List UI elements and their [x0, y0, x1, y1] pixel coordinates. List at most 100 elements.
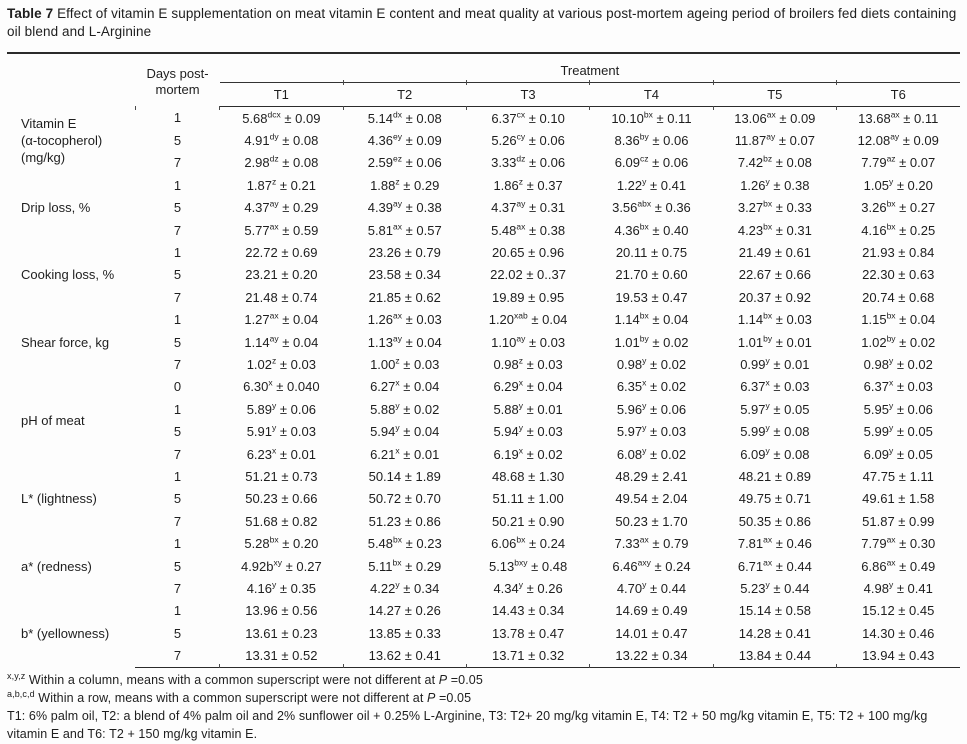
value-cell: 1.22y ± 0.41 [616, 176, 687, 193]
value-cell: 6.37x ± 0.03 [740, 378, 810, 395]
value-cell: 7.79az ± 0.07 [861, 154, 936, 171]
days-header-line1: Days post- [146, 66, 209, 82]
value-cell: 6.35x ± 0.02 [616, 378, 687, 395]
value-cell: 5.23y ± 0.44 [740, 579, 810, 596]
day-cell: 7 [173, 513, 182, 529]
value-cell: 1.87z ± 0.21 [246, 176, 316, 193]
table-row: L* (lightness) 1 51.21 ± 0.73 50.14 ± 1.89 4… [7, 465, 960, 506]
value-cell: 13.94 ± 0.43 [836, 644, 960, 668]
days-header-line2: mortem [155, 82, 200, 98]
value-cell: 13.61 ± 0.23 [245, 625, 318, 641]
day-cell: 1 [173, 245, 182, 261]
value-cell: 5.88y ± 0.01 [493, 400, 563, 417]
value-cell: 1.15bx ± 0.04 [861, 310, 936, 328]
value-cell: 13.84 ± 0.44 [712, 644, 837, 668]
value-cell: 13.78 ± 0.47 [491, 625, 565, 641]
value-cell: 1.14bx ± 0.04 [614, 310, 689, 328]
table-row: 7 4.16y ± 0.35 4.22y ± 0.34 4.34y ± 0.26 4.7… [7, 577, 960, 599]
value-cell: 13.68ax ± 0.11 [836, 105, 960, 130]
value-cell: 23.26 ± 0.79 [368, 245, 441, 261]
value-cell: 5.94y ± 0.03 [493, 422, 563, 440]
value-cell: 4.92bxy ± 0.27 [240, 557, 322, 574]
table-row: b* (yellowness) 1 13.96 ± 0.56 14.27 ± 0.26… [7, 600, 960, 641]
value-cell: 5.97y ± 0.05 [740, 400, 810, 417]
value-cell: 48.29 ± 2.41 [615, 468, 688, 484]
value-cell: 5.96y ± 0.06 [616, 400, 687, 417]
treatment-columns-row: T1 T2 T3 T4 T5 T6 [7, 79, 960, 107]
value-cell: 6.86ax ± 0.49 [861, 557, 936, 574]
table-row: 7 5.77ax ± 0.59 5.81ax ± 0.57 5.48ax ± 0.38… [7, 219, 960, 241]
parameter-label: Shear force, kg [21, 334, 110, 350]
value-cell: 7.79ax ± 0.30 [861, 534, 936, 552]
table-row: 5 50.23 ± 0.66 50.72 ± 0.70 51.11 ± 1.00 49.… [7, 488, 960, 510]
day-cell: 5 [173, 558, 182, 574]
parameter-label: Cooking loss, % [21, 267, 115, 283]
value-cell: 12.08ay ± 0.09 [857, 131, 939, 149]
value-cell: 13.71 ± 0.32 [465, 644, 590, 668]
value-cell: 10.10bx ± 0.11 [589, 105, 713, 130]
footnote-sup-xyz: x,y,z [7, 670, 26, 681]
value-cell: 20.74 ± 0.68 [862, 289, 935, 305]
day-cell: 5 [173, 200, 182, 216]
column-header-t6: T6 [836, 79, 960, 107]
value-cell: 6.09y ± 0.08 [740, 445, 810, 462]
value-cell: 5.95y ± 0.06 [863, 400, 933, 417]
value-cell: 6.23x ± 0.01 [246, 445, 316, 462]
footnotes: x,y,z Within a column, means with a comm… [7, 671, 959, 744]
value-cell: 13.22 ± 0.34 [589, 644, 714, 668]
value-cell: 14.30 ± 0.46 [862, 625, 935, 641]
value-cell: 1.01by ± 0.02 [614, 333, 689, 350]
value-cell: 20.65 ± 0.96 [491, 245, 565, 261]
day-cell: 7 [173, 356, 182, 372]
value-cell: 4.70y ± 0.44 [616, 579, 687, 596]
value-cell: 8.36by ± 0.06 [614, 131, 689, 149]
value-cell: 14.27 ± 0.26 [368, 603, 441, 619]
value-cell: 5.99y ± 0.05 [863, 422, 933, 440]
value-cell: 21.70 ± 0.60 [615, 267, 688, 283]
value-cell: 1.01by ± 0.01 [737, 333, 812, 350]
value-cell: 1.02by ± 0.02 [861, 333, 936, 350]
table-row: 7 21.48 ± 0.74 21.85 ± 0.62 19.89 ± 0.95 19.… [7, 286, 960, 308]
value-cell: 21.85 ± 0.62 [368, 289, 441, 305]
value-cell: 13.06ax ± 0.09 [712, 105, 836, 130]
day-cell: 1 [173, 536, 182, 552]
column-header-t3: T3 [465, 79, 590, 107]
value-cell: 4.39ay ± 0.38 [367, 198, 442, 216]
day-cell: 7 [173, 446, 182, 462]
value-cell: 5.81ax ± 0.57 [367, 221, 442, 238]
value-cell: 22.02 ± 0..37 [490, 267, 566, 283]
footnote-column-superscripts: x,y,z Within a column, means with a comm… [7, 671, 959, 689]
results-table-body: Vitamin E (α-tocopherol) (mg/kg) 1 5.68dcx ±… [7, 105, 960, 668]
value-cell: 0.98y ± 0.02 [616, 355, 687, 372]
value-cell: 50.14 ± 1.89 [368, 468, 441, 484]
value-cell: 1.13ay ± 0.04 [367, 333, 442, 350]
value-cell: 15.14 ± 0.58 [738, 603, 811, 619]
table-row: 1 5.89y ± 0.06 5.88y ± 0.02 5.88y ± 0.01 5.9… [7, 398, 960, 420]
footnote-sup-abcd: a,b,c,d [7, 688, 35, 699]
table-row: 5 13.61 ± 0.23 13.85 ± 0.33 13.78 ± 0.47 14.… [7, 622, 960, 644]
value-cell: 51.21 ± 0.73 [245, 468, 318, 484]
table-row: Shear force, kg 1 1.27ax ± 0.04 1.26ax ± 0.… [7, 309, 960, 350]
value-cell: 13.62 ± 0.41 [342, 644, 467, 668]
value-cell: 21.93 ± 0.84 [862, 245, 935, 261]
value-cell: 1.05y ± 0.20 [863, 176, 933, 193]
column-header-t4: T4 [589, 79, 714, 107]
value-cell: 49.54 ± 2.04 [615, 491, 688, 507]
value-cell: 50.23 ± 0.66 [245, 491, 318, 507]
results-table: Days post- mortem Treatment T1 T2 T3 T4 … [7, 52, 960, 668]
p-symbol: P [426, 690, 436, 705]
value-cell: 7.81ax ± 0.46 [737, 534, 812, 552]
value-cell: 1.10ay ± 0.03 [491, 333, 566, 350]
table-number: Table 7 [7, 6, 54, 21]
value-cell: 1.14bx ± 0.03 [737, 310, 812, 328]
table-row: 5 1.14ay ± 0.04 1.13ay ± 0.04 1.10ay ± 0.03… [7, 331, 960, 353]
value-cell: 4.34y ± 0.26 [493, 579, 563, 596]
table-row: 7 1.02z ± 0.03 1.00z ± 0.03 0.98z ± 0.03 0.9… [7, 353, 960, 375]
day-cell: 0 [173, 379, 182, 395]
value-cell: 5.77ax ± 0.59 [244, 221, 319, 238]
value-cell: 4.36ey ± 0.09 [367, 131, 442, 149]
footnote-row-superscripts: a,b,c,d Within a row, means with a commo… [7, 689, 959, 707]
value-cell: 13.85 ± 0.33 [368, 625, 441, 641]
value-cell: 23.58 ± 0.34 [368, 267, 441, 283]
